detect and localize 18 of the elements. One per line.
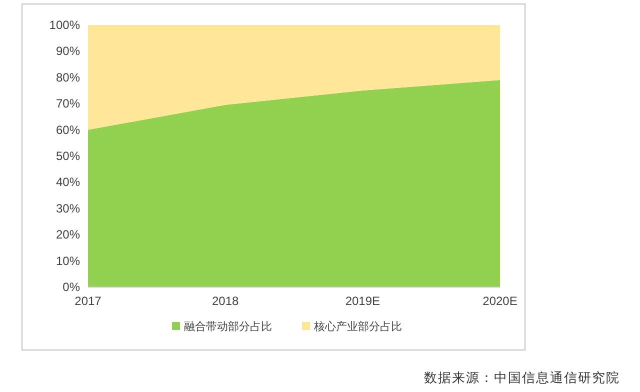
y-tick-label: 100% bbox=[49, 18, 80, 32]
y-tick-label: 80% bbox=[56, 70, 80, 84]
legend-label: 核心产业部分占比 bbox=[313, 320, 402, 333]
y-tick-label: 70% bbox=[56, 96, 80, 111]
y-tick-label: 0% bbox=[62, 280, 80, 294]
y-tick-label: 50% bbox=[56, 149, 80, 163]
y-tick-label: 90% bbox=[56, 44, 80, 58]
y-tick-label: 40% bbox=[56, 175, 80, 190]
y-tick-label: 30% bbox=[56, 201, 80, 216]
y-tick-label: 10% bbox=[56, 254, 80, 268]
y-tick-label: 60% bbox=[56, 122, 80, 137]
x-tick-label: 2017 bbox=[74, 294, 102, 308]
legend-label: 融合带动部分占比 bbox=[184, 320, 272, 333]
y-tick-label: 20% bbox=[56, 228, 80, 242]
x-tick-label: 2020E bbox=[482, 294, 518, 308]
x-tick-label: 2018 bbox=[212, 294, 240, 308]
source-note: 数据来源：中国信息通信研究院 bbox=[424, 370, 620, 385]
x-tick-label: 2019E bbox=[345, 294, 380, 308]
